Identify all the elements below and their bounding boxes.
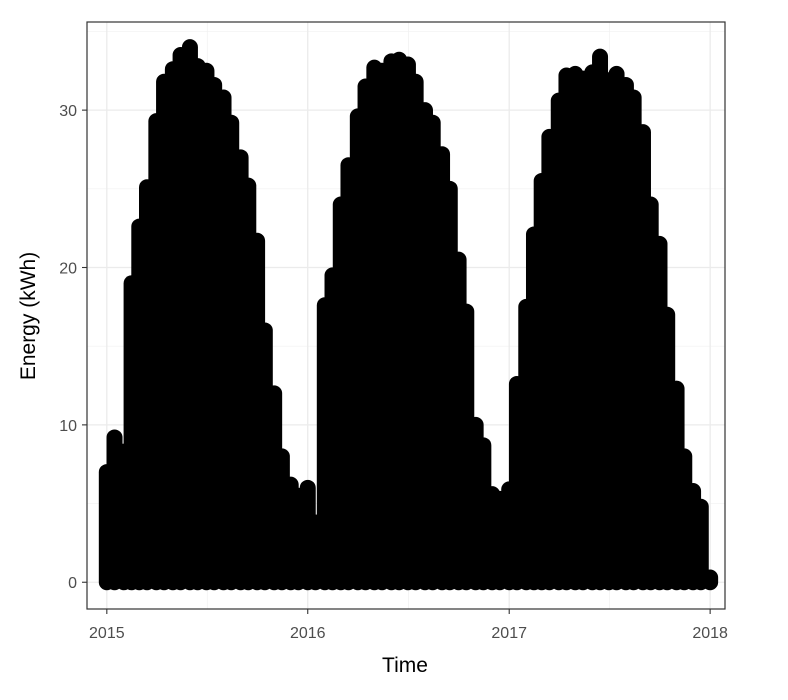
data-point <box>420 106 429 115</box>
data-point <box>479 441 488 450</box>
x-tick-label: 2015 <box>89 625 125 642</box>
data-point <box>663 310 672 319</box>
data-point <box>428 118 437 127</box>
data-point <box>253 236 262 245</box>
x-axis-title: Time <box>382 654 428 677</box>
data-point <box>612 69 621 78</box>
data-point <box>202 66 211 75</box>
data-point <box>596 52 605 61</box>
data-point <box>277 452 286 461</box>
y-axis-title: Energy (kWh) <box>17 252 40 380</box>
data-point <box>110 433 119 442</box>
x-tick-label: 2016 <box>290 625 326 642</box>
data-point <box>210 80 219 89</box>
data-point <box>638 128 647 137</box>
data-point <box>621 80 630 89</box>
data-point <box>227 118 236 127</box>
data-point <box>244 181 253 190</box>
x-tick-label: 2017 <box>491 625 527 642</box>
data-point <box>689 486 698 495</box>
data-point <box>629 93 638 102</box>
y-tick-label: 0 <box>68 575 77 592</box>
data-point <box>454 255 463 264</box>
x-tick-label: 2018 <box>692 625 728 642</box>
data-point <box>445 184 454 193</box>
data-point <box>696 502 705 511</box>
data-point <box>462 307 471 316</box>
y-tick-label: 20 <box>59 261 77 278</box>
data-point <box>236 153 245 162</box>
data-point <box>403 60 412 69</box>
data-point <box>706 573 715 582</box>
plot-panel-border <box>86 21 726 610</box>
y-tick-label: 10 <box>59 418 77 435</box>
data-point <box>646 200 655 209</box>
data-point <box>270 389 279 398</box>
data-point <box>411 77 420 86</box>
y-tick-label: 30 <box>59 103 77 120</box>
data-point <box>672 384 681 393</box>
data-point <box>655 239 664 248</box>
data-point <box>471 420 480 429</box>
data-point <box>260 326 269 335</box>
x-axis: 2015 2016 2017 2018 <box>89 609 728 642</box>
data-point <box>438 150 447 159</box>
data-point <box>303 483 312 492</box>
data-point <box>286 480 295 489</box>
data-points <box>98 39 719 591</box>
data-point <box>219 93 228 102</box>
data-point <box>185 43 194 52</box>
y-axis: 0 10 20 30 <box>59 103 87 592</box>
data-point <box>680 452 689 461</box>
